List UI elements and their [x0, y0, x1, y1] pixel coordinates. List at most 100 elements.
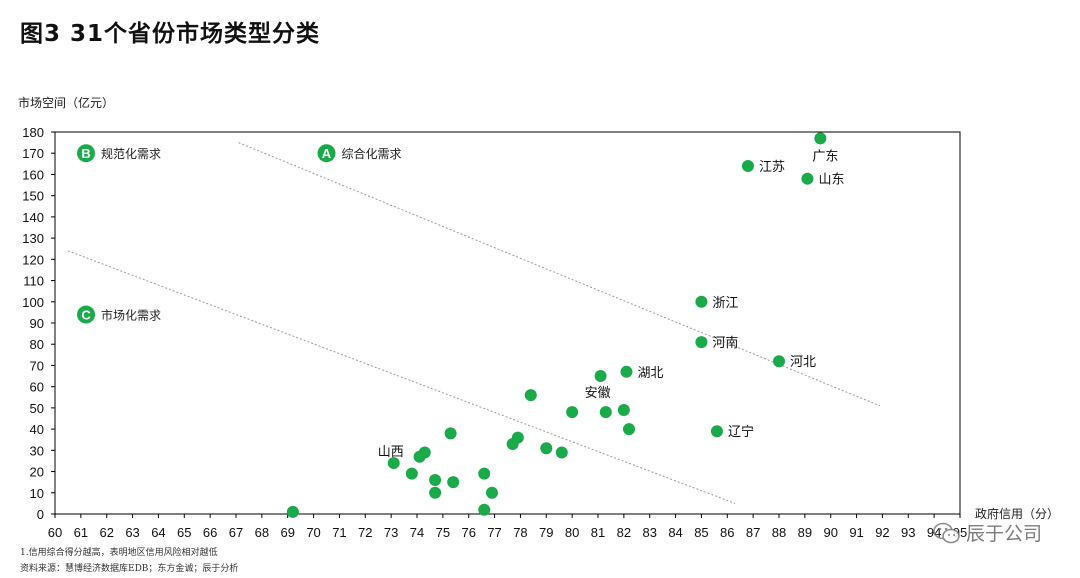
- y-tick-label: 20: [30, 465, 44, 480]
- x-tick-label: 70: [306, 525, 320, 540]
- point-label: 辽宁: [728, 424, 754, 440]
- x-tick-label: 74: [410, 525, 424, 540]
- x-tick-label: 64: [151, 525, 165, 540]
- data-point: [511, 431, 524, 444]
- x-tick-label: 60: [48, 525, 62, 540]
- x-tick-label: 67: [229, 525, 243, 540]
- source-note: 资料来源：慧博经济数据库EDB；东方金诚；辰于分析: [20, 564, 239, 574]
- footnote: 1.信用综合得分越高，表明地区信用风险相对越低: [20, 548, 218, 558]
- x-tick-label: 61: [74, 525, 88, 540]
- x-tick-label: 66: [203, 525, 217, 540]
- x-tick-label: 76: [461, 525, 475, 540]
- x-axis-label: 政府信用（分）: [975, 506, 1059, 521]
- x-tick-label: 71: [332, 525, 346, 540]
- x-tick-label: 84: [668, 525, 682, 540]
- y-tick-label: 110: [23, 274, 44, 289]
- x-tick-label: 65: [177, 525, 191, 540]
- data-point: [741, 159, 754, 172]
- zone-badge-letter: B: [81, 146, 90, 161]
- x-tick-label: 81: [591, 525, 605, 540]
- guide-line: [238, 142, 881, 407]
- y-tick-label: 10: [30, 486, 44, 501]
- data-point: [540, 442, 553, 455]
- x-tick-label: 80: [565, 525, 579, 540]
- x-tick-label: 73: [384, 525, 398, 540]
- point-label: 山西: [378, 445, 404, 460]
- zone-label: 市场化需求: [101, 308, 161, 323]
- x-tick-label: 83: [642, 525, 656, 540]
- y-tick-label: 40: [30, 422, 44, 437]
- zone-label: 规范化需求: [101, 146, 161, 161]
- x-tick-label: 62: [99, 525, 113, 540]
- guide-line: [67, 250, 736, 504]
- data-point: [478, 503, 491, 516]
- zone-badge-letter: A: [322, 146, 332, 161]
- point-label: 河北: [790, 355, 816, 370]
- data-point: [429, 486, 442, 499]
- y-tick-label: 60: [30, 380, 44, 395]
- x-tick-label: 68: [255, 525, 269, 540]
- data-point: [286, 505, 299, 518]
- x-tick-label: 77: [487, 525, 501, 540]
- x-tick-label: 72: [358, 525, 372, 540]
- watermark-text: 辰于公司: [965, 523, 1042, 545]
- data-point: [485, 486, 498, 499]
- y-tick-label: 170: [22, 146, 44, 161]
- point-label: 山东: [818, 173, 844, 188]
- data-point: [801, 172, 814, 185]
- data-point: [623, 423, 636, 436]
- data-point: [444, 427, 457, 440]
- chart-title: 图3 31个省份市场类型分类: [20, 21, 321, 47]
- x-tick-label: 88: [772, 525, 786, 540]
- y-tick-label: 70: [30, 358, 44, 373]
- y-tick-label: 90: [30, 316, 44, 331]
- x-tick-label: 82: [617, 525, 631, 540]
- data-point: [599, 406, 612, 419]
- data-point: [447, 476, 460, 489]
- guide-lines: [67, 142, 881, 504]
- x-tick-label: 63: [125, 525, 139, 540]
- x-tick-label: 78: [513, 525, 527, 540]
- zone-badge: [317, 144, 336, 163]
- x-tick-label: 75: [436, 525, 450, 540]
- y-axis-label: 市场空间（亿元）: [18, 95, 114, 110]
- plot-frame: [54, 131, 961, 515]
- point-label: 湖北: [637, 366, 663, 381]
- point-label: 广东: [812, 149, 838, 164]
- x-tick-label: 86: [720, 525, 734, 540]
- x-tick-label: 91: [849, 525, 863, 540]
- zone-badge: [77, 305, 96, 324]
- y-tick-label: 30: [30, 443, 44, 458]
- y-tick-label: 50: [30, 401, 44, 416]
- data-point: [617, 404, 630, 417]
- data-point: [555, 446, 568, 459]
- x-tick-label: 85: [694, 525, 708, 540]
- x-tick-label: 69: [280, 525, 294, 540]
- zone-badge-letter: C: [81, 308, 91, 323]
- zone-label: 综合化需求: [342, 146, 402, 161]
- point-label: 河南: [712, 335, 738, 351]
- data-point: [566, 406, 579, 419]
- y-tick-label: 80: [30, 337, 44, 352]
- y-tick-label: 130: [22, 231, 44, 246]
- data-point: [695, 336, 708, 349]
- wechat-icon: [933, 522, 960, 543]
- y-tick-label: 100: [22, 295, 44, 310]
- point-label: 江苏: [759, 159, 785, 175]
- x-tick-label: 90: [823, 525, 837, 540]
- watermark: 辰于公司: [932, 519, 1042, 546]
- zone-badge: [77, 144, 96, 163]
- x-tick-label: 92: [875, 525, 889, 540]
- data-point: [387, 457, 400, 470]
- point-label: 安徽: [585, 386, 611, 401]
- data-point: [418, 446, 431, 459]
- data-point: [405, 467, 418, 480]
- zone-markers: B 规范化需求 A 综合化需求 C 市场化需求: [77, 144, 402, 324]
- x-tick-label: 93: [901, 525, 915, 540]
- data-point: [594, 370, 607, 383]
- y-tick-label: 150: [22, 189, 44, 204]
- data-point: [620, 365, 633, 378]
- data-point: [773, 355, 785, 368]
- data-point: [524, 389, 537, 402]
